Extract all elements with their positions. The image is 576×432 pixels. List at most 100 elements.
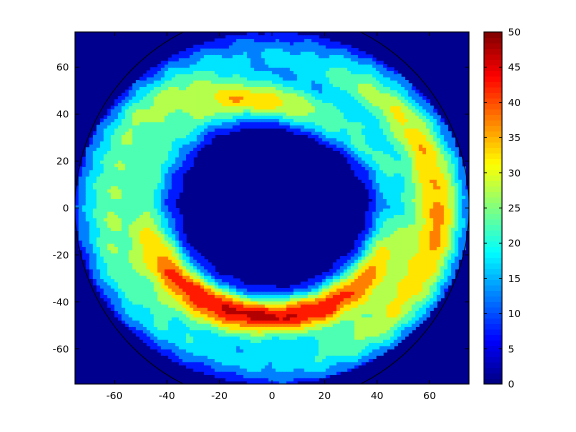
contour-cell bbox=[207, 323, 212, 327]
contour-cell bbox=[143, 262, 148, 267]
contour-cell bbox=[175, 208, 180, 212]
contour-cell bbox=[225, 294, 230, 299]
contour-cell bbox=[178, 345, 184, 350]
contour-cell bbox=[157, 211, 162, 215]
contour-cell bbox=[164, 112, 169, 116]
contour-cell bbox=[282, 304, 287, 308]
contour-cell bbox=[186, 291, 191, 295]
contour-cell bbox=[128, 220, 133, 225]
contour-cell bbox=[272, 99, 277, 103]
contour-cell bbox=[182, 275, 187, 279]
contour-cell bbox=[200, 256, 205, 260]
contour-cell bbox=[336, 320, 341, 324]
contour-cell bbox=[89, 172, 94, 177]
contour-cell bbox=[293, 115, 298, 119]
contour-cell bbox=[164, 124, 169, 129]
contour-cell bbox=[203, 51, 209, 55]
contour-cell bbox=[264, 112, 270, 116]
contour-cell bbox=[282, 67, 287, 71]
contour-cell bbox=[239, 358, 244, 363]
contour-cell bbox=[121, 112, 126, 116]
contour-cell bbox=[307, 297, 312, 302]
contour-cell bbox=[103, 137, 108, 142]
contour-cell bbox=[175, 352, 180, 356]
contour-cell bbox=[297, 368, 302, 372]
contour-cell bbox=[282, 313, 287, 318]
contour-cell bbox=[264, 339, 270, 343]
contour-cell bbox=[164, 304, 169, 308]
contour-cell bbox=[218, 371, 223, 375]
contour-cell bbox=[171, 153, 176, 158]
contour-cell bbox=[300, 60, 305, 65]
contour-cell bbox=[239, 38, 244, 43]
contour-cell bbox=[340, 348, 345, 353]
contour-cell bbox=[164, 176, 169, 180]
contour-cell bbox=[117, 284, 123, 289]
contour-cell bbox=[229, 92, 234, 97]
contour-cell bbox=[160, 195, 166, 199]
contour-cell bbox=[117, 195, 123, 199]
contour-cell bbox=[282, 288, 287, 292]
contour-cell bbox=[329, 64, 334, 68]
contour-cell bbox=[143, 124, 148, 129]
contour-cell bbox=[164, 291, 169, 295]
contour-cell bbox=[139, 208, 144, 212]
contour-cell bbox=[114, 259, 119, 263]
contour-cell bbox=[214, 368, 219, 372]
contour-cell bbox=[168, 348, 173, 353]
contour-cell bbox=[143, 198, 148, 203]
contour-cell bbox=[214, 41, 219, 46]
contour-cell bbox=[250, 358, 255, 363]
contour-cell bbox=[225, 44, 230, 49]
contour-cell bbox=[289, 348, 295, 353]
contour-cell bbox=[264, 313, 270, 318]
contour-cell bbox=[214, 316, 219, 321]
contour-cell bbox=[289, 342, 295, 347]
contour-cell bbox=[239, 64, 244, 68]
contour-cell bbox=[218, 291, 223, 295]
contour-cell bbox=[150, 339, 155, 343]
contour-cell bbox=[261, 48, 266, 52]
contour-cell bbox=[214, 304, 219, 308]
contour-cell bbox=[92, 246, 98, 251]
contour-cell bbox=[182, 272, 187, 276]
contour-cell bbox=[264, 368, 270, 372]
contour-cell bbox=[211, 64, 216, 68]
contour-cell bbox=[229, 326, 234, 331]
contour-cell bbox=[168, 307, 173, 311]
contour-cell bbox=[286, 70, 291, 75]
contour-cell bbox=[117, 214, 123, 219]
contour-cell bbox=[307, 64, 312, 68]
contour-cell bbox=[150, 310, 155, 315]
contour-cell bbox=[336, 57, 341, 62]
contour-cell bbox=[85, 185, 90, 190]
contour-cell bbox=[225, 364, 230, 369]
contour-cell bbox=[340, 64, 345, 68]
contour-cell bbox=[307, 70, 312, 75]
contour-cell bbox=[168, 262, 173, 267]
contour-cell bbox=[178, 256, 184, 260]
contour-cell bbox=[164, 268, 169, 273]
contour-cell bbox=[200, 291, 205, 295]
contour-cell bbox=[207, 41, 212, 46]
contour-cell bbox=[143, 83, 148, 87]
contour-cell bbox=[264, 99, 270, 103]
contour-cell bbox=[150, 211, 155, 215]
contour-cell bbox=[340, 304, 345, 308]
contour-cell bbox=[221, 336, 227, 340]
contour-cell bbox=[135, 150, 141, 155]
contour-cell bbox=[264, 86, 270, 91]
contour-cell bbox=[257, 323, 262, 327]
contour-cell bbox=[261, 361, 266, 366]
contour-cell bbox=[132, 275, 137, 279]
contour-cell bbox=[189, 108, 194, 113]
contour-cell bbox=[261, 310, 266, 315]
contour-cell bbox=[246, 323, 252, 327]
contour-cell bbox=[297, 99, 302, 103]
contour-cell bbox=[318, 48, 323, 52]
contour-cell bbox=[146, 256, 151, 260]
contour-cell bbox=[261, 374, 266, 379]
contour-cell bbox=[332, 304, 338, 308]
contour-cell bbox=[168, 316, 173, 321]
contour-cell bbox=[139, 262, 144, 267]
